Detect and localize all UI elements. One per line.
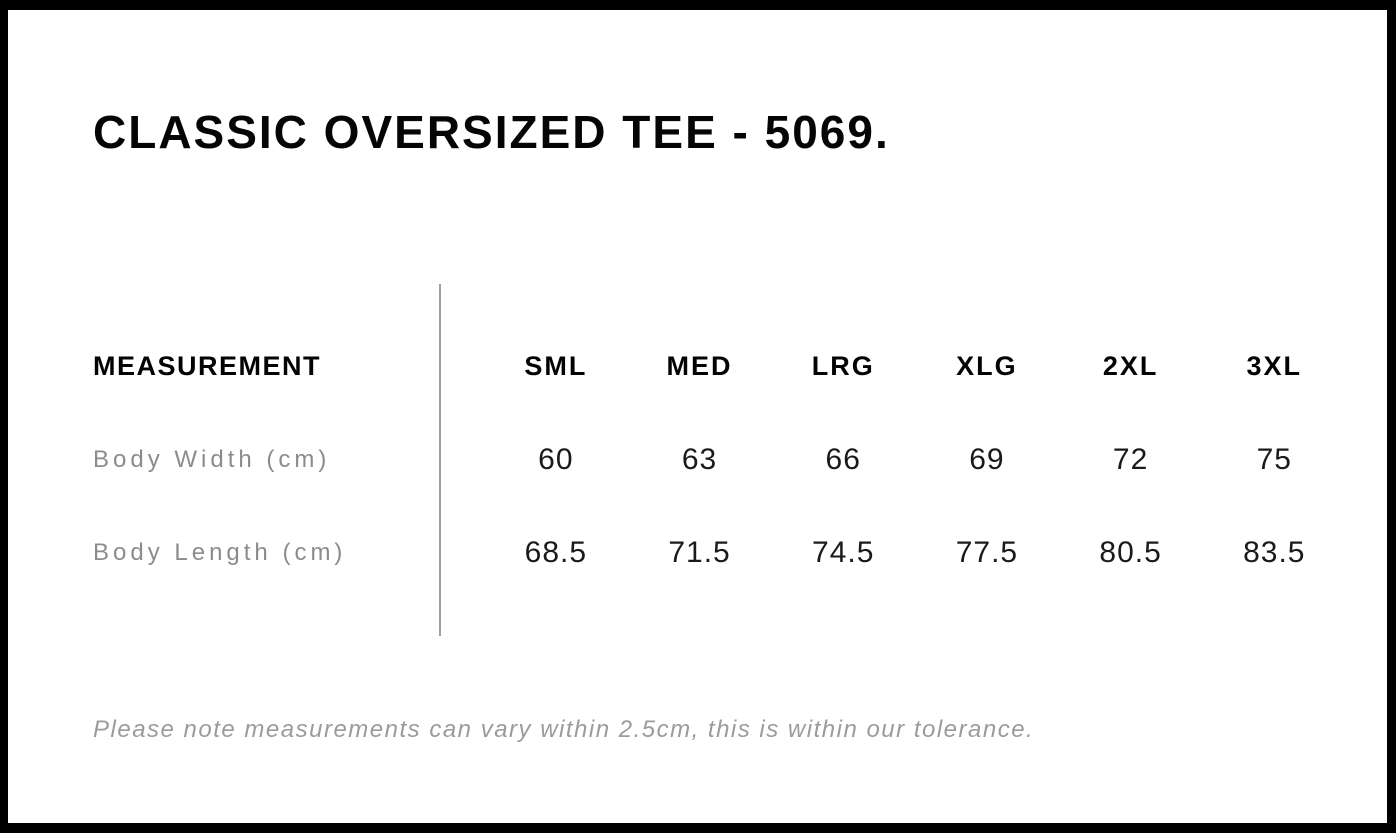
body-width-lrg: 66: [825, 442, 861, 476]
column-header-sml: SML: [524, 351, 588, 381]
size-chart-table: MEASUREMENT SML MED LRG XLG 2XL 3XL Body…: [8, 320, 1354, 599]
column-header-med: MED: [666, 351, 733, 381]
column-header-2xl: 2XL: [1102, 351, 1159, 381]
body-width-sml: 60: [538, 442, 574, 476]
body-width-3xl: 75: [1256, 442, 1292, 476]
body-width-med: 63: [681, 442, 718, 476]
column-header-xlg: XLG: [956, 351, 1018, 381]
column-header-measurement: MEASUREMENT: [93, 351, 322, 381]
body-width-2xl: 72: [1112, 442, 1149, 476]
column-header-lrg: LRG: [811, 351, 875, 381]
body-length-xlg: 77.5: [955, 535, 1019, 569]
body-length-sml: 68.5: [524, 535, 588, 569]
table-row-body-width: Body Width (cm) 60 63 66 69 72 75: [8, 413, 1354, 506]
tolerance-note: Please note measurements can vary within…: [93, 716, 1035, 743]
body-length-2xl: 80.5: [1099, 535, 1162, 569]
body-length-3xl: 83.5: [1243, 535, 1306, 569]
table-divider: [439, 284, 441, 636]
body-width-xlg: 69: [969, 442, 1005, 476]
body-length-lrg: 74.5: [812, 535, 875, 569]
page-title: CLASSIC OVERSIZED TEE - 5069.: [93, 106, 890, 158]
table-row-body-length: Body Length (cm) 68.5 71.5 74.5 77.5 80.…: [8, 506, 1354, 599]
column-header-3xl: 3XL: [1246, 351, 1303, 381]
table-header-row: MEASUREMENT SML MED LRG XLG 2XL 3XL: [8, 320, 1354, 413]
row-label-body-width: Body Width (cm): [93, 445, 331, 473]
row-label-body-length: Body Length (cm): [93, 538, 347, 566]
body-length-med: 71.5: [668, 535, 731, 569]
